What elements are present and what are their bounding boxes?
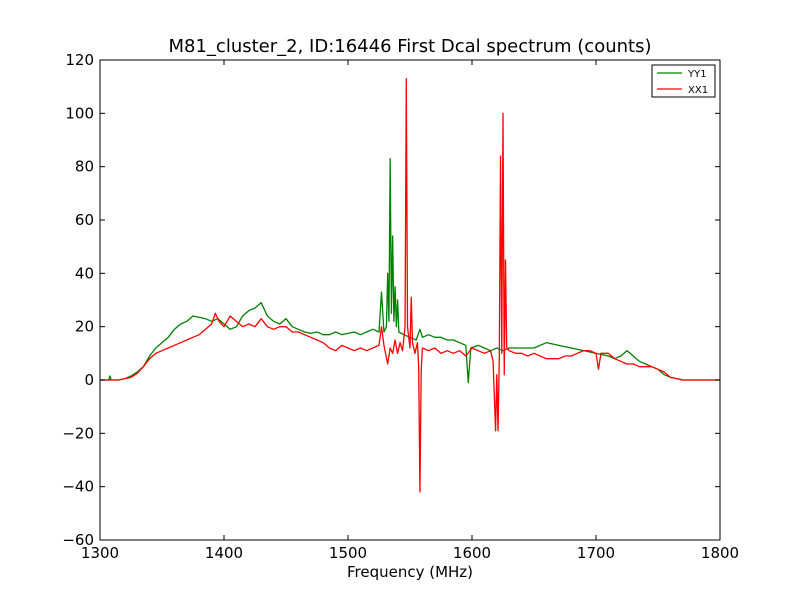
y-tick-label: 20 — [75, 318, 94, 336]
legend: YY1 XX1 — [651, 64, 716, 98]
legend-box — [651, 64, 716, 98]
y-tick-label: 0 — [84, 371, 94, 389]
y-tick-label: 60 — [75, 211, 94, 229]
x-tick-label: 1700 — [577, 544, 615, 562]
ticks-layer: 1300 1400 1500 1600 1700 1800 −60 −40 −20 0 20 40 60… — [62, 51, 739, 562]
legend-label-yy1: YY1 — [687, 69, 707, 80]
y-tick-label: 40 — [75, 264, 94, 282]
y-tick-label: −20 — [62, 424, 94, 442]
x-tick-label: 1800 — [701, 544, 739, 562]
x-tick-label: 1600 — [453, 544, 491, 562]
y-tick-label: −60 — [62, 531, 94, 549]
series-line-xx1 — [100, 78, 720, 493]
x-tick-label: 1300 — [81, 544, 119, 562]
legend-label-xx1: XX1 — [688, 85, 708, 96]
x-tick-label: 1400 — [205, 544, 243, 562]
series-layer — [100, 78, 720, 493]
plot-frame — [99, 59, 721, 541]
plot-area — [100, 60, 720, 540]
chart-title: M81_cluster_2, ID:16446 First Dcal spect… — [169, 36, 652, 57]
y-tick-label: 120 — [65, 51, 94, 69]
x-axis-label: Frequency (MHz) — [347, 563, 473, 581]
y-tick-label: −40 — [62, 478, 94, 496]
y-tick-label: 80 — [75, 158, 94, 176]
x-tick-label: 1500 — [329, 544, 367, 562]
y-tick-label: 100 — [65, 104, 94, 122]
